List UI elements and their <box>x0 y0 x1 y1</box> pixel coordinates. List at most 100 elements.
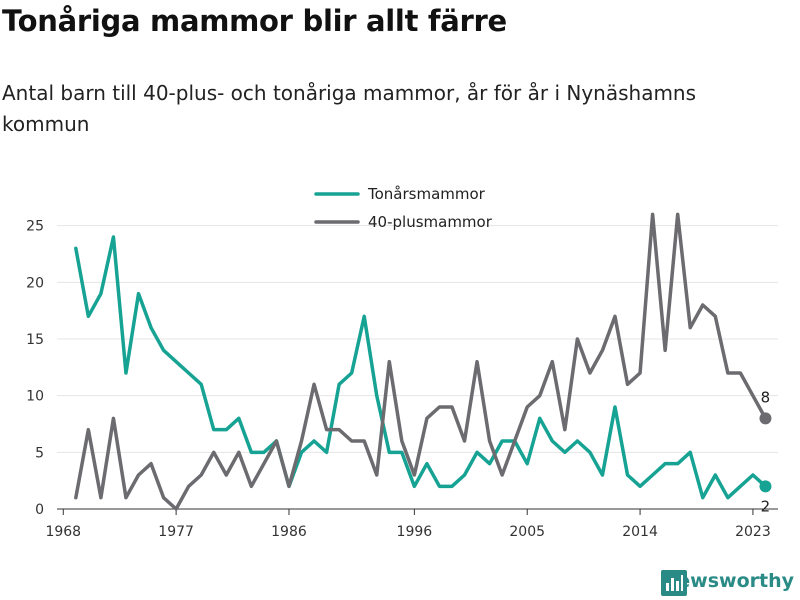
data-point-0-1984 <box>262 451 265 454</box>
data-point-1-1979 <box>200 474 203 477</box>
data-point-1-1980 <box>212 451 215 454</box>
data-point-0-2021 <box>726 496 729 499</box>
data-point-0-1979 <box>200 383 203 386</box>
data-point-1-1994 <box>388 360 391 363</box>
data-point-0-2020 <box>714 474 717 477</box>
series-line-1 <box>74 212 768 511</box>
data-point-0-1998 <box>438 485 441 488</box>
legend: Tonårsmammor 40-plusmammor <box>314 185 493 231</box>
brand-name: Newsworthy <box>661 570 794 592</box>
data-point-1-2009 <box>576 338 579 341</box>
data-point-1-2012 <box>613 315 616 318</box>
data-point-0-1989 <box>325 451 328 454</box>
data-point-1-1993 <box>375 474 378 477</box>
legend-label: Tonårsmammor <box>367 185 486 203</box>
newsworthy-brand: Newsworthy <box>661 570 794 596</box>
data-point-1-2016 <box>664 349 667 352</box>
data-point-1-1970 <box>87 428 90 431</box>
data-point-0-2000 <box>463 474 466 477</box>
data-point-0-2008 <box>563 451 566 454</box>
data-point-1-2007 <box>551 360 554 363</box>
data-point-1-1982 <box>237 451 240 454</box>
data-point-0-1973 <box>124 372 127 375</box>
data-point-0-1981 <box>225 428 228 431</box>
data-point-1-2013 <box>626 383 629 386</box>
data-point-1-1985 <box>275 440 278 443</box>
data-point-1-1973 <box>124 496 127 499</box>
y-axis: 0 5 10 15 20 25 <box>26 219 44 518</box>
x-axis: 1968 1977 1986 1996 2005 2014 2023 <box>45 508 778 540</box>
data-point-0-1991 <box>350 372 353 375</box>
data-point-0-1972 <box>112 236 115 239</box>
data-point-0-2012 <box>613 406 616 409</box>
data-point-0-2017 <box>676 462 679 465</box>
data-point-0-2015 <box>651 474 654 477</box>
data-point-1-2010 <box>588 372 591 375</box>
x-tick-label: 2005 <box>509 524 545 540</box>
data-point-0-2009 <box>576 440 579 443</box>
data-point-1-2021 <box>726 372 729 375</box>
data-point-0-1969 <box>74 247 77 250</box>
data-point-1-1977 <box>175 508 178 511</box>
data-point-1-2002 <box>488 440 491 443</box>
data-point-0-1990 <box>338 383 341 386</box>
data-point-1-2015 <box>651 213 654 216</box>
x-tick-label: 1986 <box>271 524 307 540</box>
data-point-1-1972 <box>112 417 115 420</box>
bar-chart-logo-icon <box>661 570 688 596</box>
y-tick-label: 10 <box>26 389 44 405</box>
data-point-1-1983 <box>250 485 253 488</box>
data-point-1-2006 <box>538 394 541 397</box>
data-point-1-1990 <box>338 428 341 431</box>
data-point-1-1996 <box>413 474 416 477</box>
data-point-0-1994 <box>388 451 391 454</box>
series-end-label: 2 <box>761 497 771 515</box>
x-tick-label: 2014 <box>622 524 658 540</box>
data-point-1-1995 <box>400 440 403 443</box>
data-point-0-1978 <box>187 372 190 375</box>
data-point-1-1974 <box>137 474 140 477</box>
y-tick-label: 15 <box>26 332 44 348</box>
series-line-0 <box>74 235 768 500</box>
data-point-0-1980 <box>212 428 215 431</box>
data-point-0-1993 <box>375 394 378 397</box>
data-point-1-1992 <box>363 440 366 443</box>
data-point-0-1976 <box>162 349 165 352</box>
data-point-1-2003 <box>501 474 504 477</box>
data-point-1-1999 <box>450 406 453 409</box>
data-point-0-2007 <box>551 440 554 443</box>
data-point-0-2014 <box>639 485 642 488</box>
data-point-0-2001 <box>476 451 479 454</box>
data-point-1-1988 <box>313 383 316 386</box>
data-point-1-1976 <box>162 496 165 499</box>
y-tick-label: 20 <box>26 275 44 291</box>
data-point-0-1996 <box>413 485 416 488</box>
legend-label: 40-plusmammor <box>368 213 493 231</box>
data-point-0-2019 <box>701 496 704 499</box>
data-point-1-2008 <box>563 428 566 431</box>
data-point-0-1983 <box>250 451 253 454</box>
x-tick-label: 1996 <box>397 524 433 540</box>
data-point-1-1989 <box>325 428 328 431</box>
data-point-1-2023 <box>751 394 754 397</box>
data-point-0-1974 <box>137 292 140 295</box>
series-lines <box>74 212 768 511</box>
data-point-1-2001 <box>476 360 479 363</box>
data-point-0-2002 <box>488 462 491 465</box>
data-point-0-1992 <box>363 315 366 318</box>
data-point-0-1970 <box>87 315 90 318</box>
y-tick-label: 0 <box>35 502 44 518</box>
data-point-0-1971 <box>99 292 102 295</box>
data-point-1-2005 <box>526 406 529 409</box>
series-end-dot-1 <box>759 412 772 425</box>
data-point-1-1986 <box>287 485 290 488</box>
data-point-0-2003 <box>501 440 504 443</box>
data-point-0-2011 <box>601 474 604 477</box>
x-tick-label: 1968 <box>45 524 81 540</box>
data-point-1-2011 <box>601 349 604 352</box>
y-tick-label: 25 <box>26 219 44 235</box>
data-point-0-2006 <box>538 417 541 420</box>
data-point-0-2018 <box>689 451 692 454</box>
chart-subtitle: Antal barn till 40-plus- och tonåriga ma… <box>2 81 697 136</box>
